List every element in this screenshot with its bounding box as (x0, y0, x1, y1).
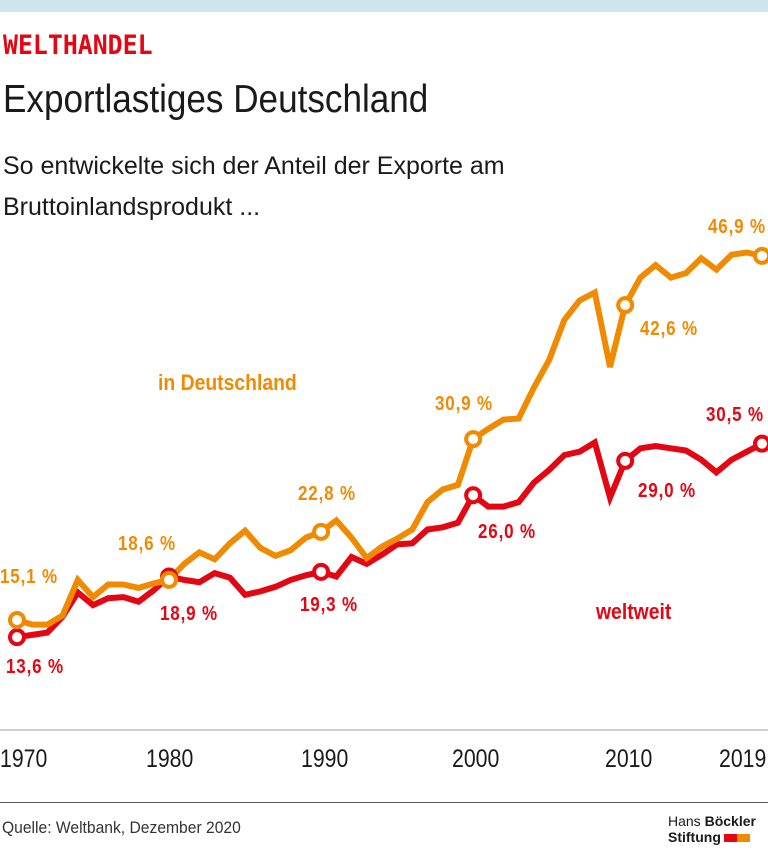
data-label-world-2010: 29,0 % (638, 480, 697, 502)
marker-germany-2010 (616, 296, 635, 315)
logo-red-block (723, 834, 737, 843)
x-tick-label: 2000 (452, 745, 500, 773)
marker-germany-1970 (8, 611, 26, 629)
top-accent-bar (0, 0, 768, 12)
subtitle-line-1: So entwickelte sich der Anteil der Expor… (3, 152, 505, 180)
x-tick-label: 2010 (605, 745, 653, 773)
marker-germany-2019 (753, 246, 768, 265)
series-label-world: weltweit (596, 599, 672, 624)
marker-world-2000 (464, 486, 483, 505)
logo-text: Hans (668, 813, 705, 829)
marker-world-2010 (616, 451, 635, 470)
series-line-world (16, 437, 764, 641)
data-label-de-1990: 22,8 % (298, 483, 357, 505)
x-tick-label: 1980 (146, 745, 194, 773)
kicker: WELTHANDEL (3, 30, 153, 61)
data-label-world-2000: 26,0 % (478, 521, 537, 543)
data-label-world-1980: 18,9 % (160, 603, 219, 625)
data-label-de-2019: 46,9 % (708, 216, 767, 238)
chart-title: Exportlastiges Deutschland (3, 78, 429, 121)
logo-text-bold: Böckler (704, 813, 756, 829)
footer-divider (0, 802, 768, 803)
data-label-world-2019: 30,5 % (706, 404, 765, 426)
marker-world-2019 (753, 434, 768, 453)
series-label-germany: in Deutschland (158, 370, 297, 395)
data-label-world-1970: 13,6 % (6, 656, 65, 678)
data-label-de-2010: 42,6 % (640, 318, 699, 340)
logo-text-bold: Stiftung (668, 829, 721, 845)
subtitle-line-2: Bruttoinlandsprodukt ... (3, 193, 261, 221)
logo-orange-block (736, 834, 750, 843)
marker-germany-1990 (312, 522, 331, 541)
source-note: Quelle: Weltbank, Dezember 2020 (2, 818, 241, 837)
x-tick-label: 2019 (719, 745, 767, 773)
x-tick-label: 1990 (301, 745, 349, 773)
marker-germany-1980 (160, 570, 179, 589)
data-label-world-1990: 19,3 % (300, 594, 359, 616)
series-line-germany (16, 249, 763, 628)
data-label-de-2000: 30,9 % (435, 393, 494, 415)
hans-boeckler-logo: Hans Böckler Stiftung (668, 813, 756, 845)
data-label-de-1980: 18,6 % (118, 533, 177, 555)
marker-world-1990 (312, 562, 331, 581)
marker-germany-2000 (464, 430, 483, 449)
marker-world-1970 (8, 628, 26, 647)
data-label-de-1970: 15,1 % (0, 566, 59, 588)
chart-subtitle: So entwickelte sich der Anteil der Expor… (3, 146, 763, 228)
x-tick-label: 1970 (0, 745, 48, 773)
